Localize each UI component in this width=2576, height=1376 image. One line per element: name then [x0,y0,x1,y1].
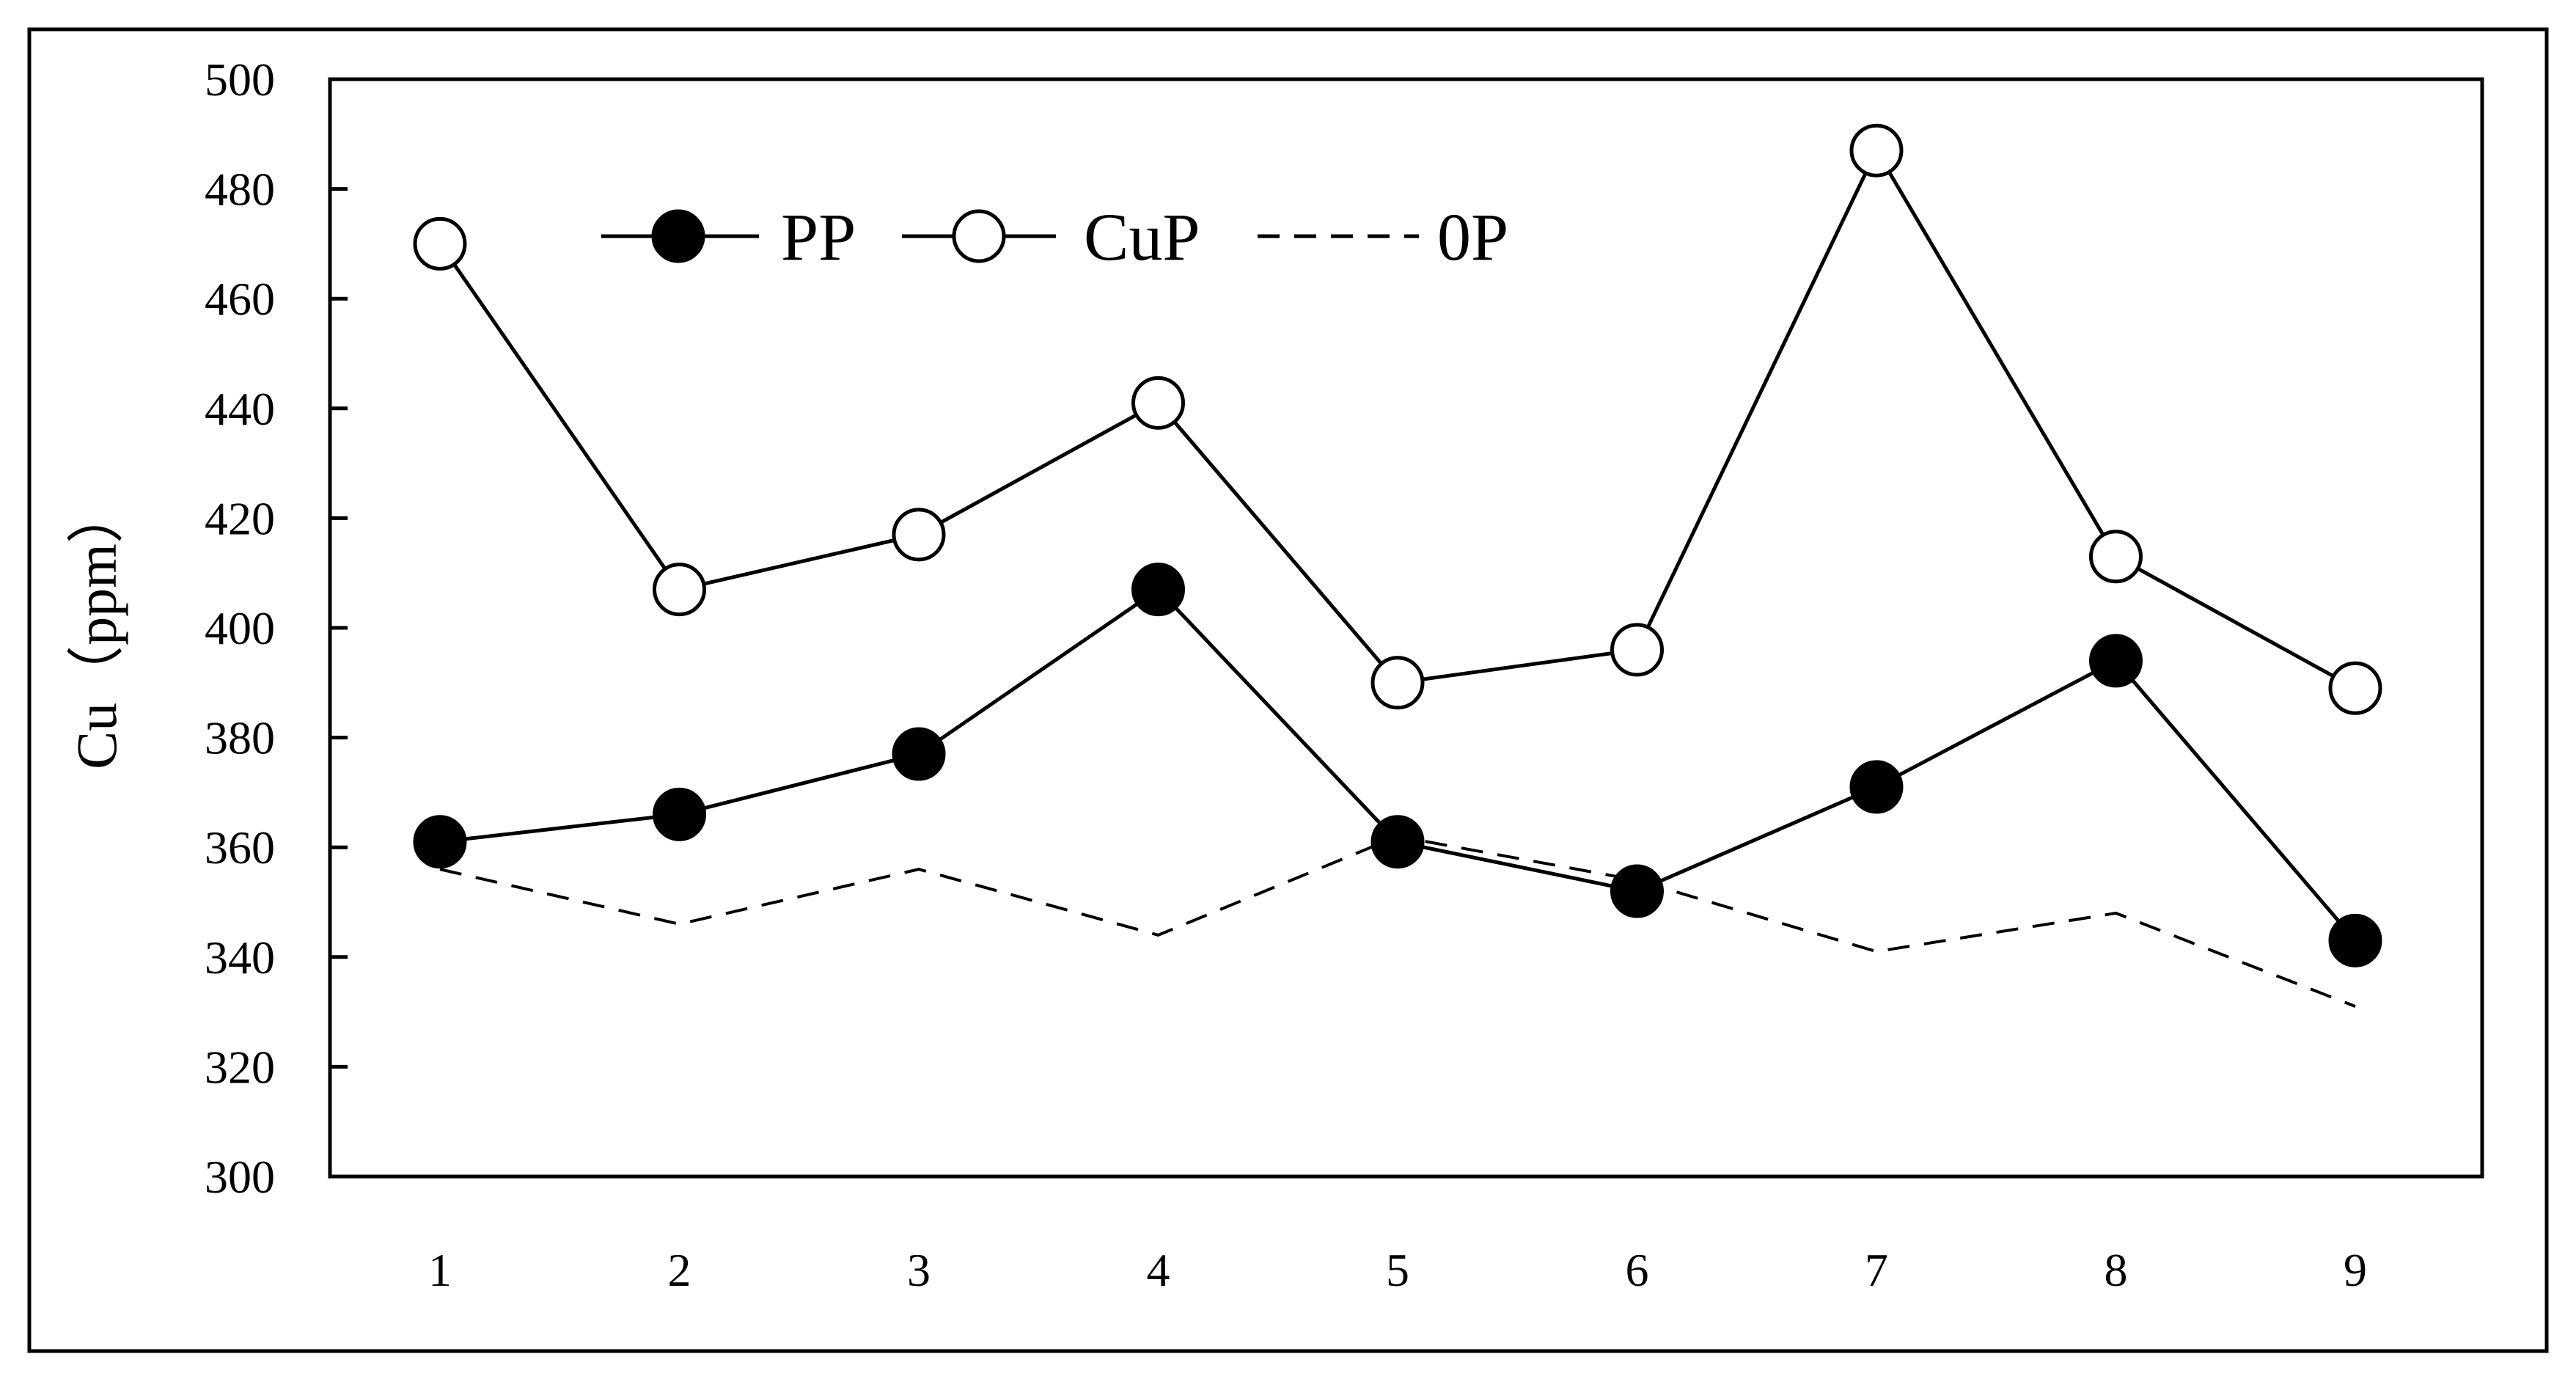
x-tick-label: 5 [1386,1244,1409,1296]
x-tick-label: 4 [1147,1244,1170,1296]
point-pp [1849,760,1904,814]
point-pp [1610,864,1664,918]
y-tick-label: 420 [205,492,275,544]
outer-frame [27,27,2549,1353]
y-tick-label: 440 [205,383,275,435]
y-tick-label: 380 [205,712,275,764]
y-tick-label: 340 [205,932,275,984]
legend-label-0p: 0P [1437,200,1508,274]
point-pp [1131,563,1185,617]
point-cup [1131,376,1185,430]
y-tick-label: 480 [205,164,275,216]
point-cup [892,508,946,562]
legend-label-pp: PP [781,200,856,274]
point-pp [2328,913,2382,967]
legend: PP CuP 0P [601,200,1508,274]
series-markers [413,123,2382,967]
y-tick-label: 360 [205,821,275,874]
y-tick-label: 320 [205,1041,275,1093]
y-axis-ticks: 300 320 340 360 380 400 420 440 460 480 500 [205,54,348,1203]
y-tick-label: 460 [205,273,275,325]
point-cup [1610,623,1664,677]
x-tick-label: 3 [907,1244,931,1296]
x-tick-label: 8 [2105,1244,2128,1296]
legend-label-cup: CuP [1084,200,1200,274]
y-axis-title: Cu（ppm） [65,486,128,769]
legend-marker-pp [651,209,705,263]
point-pp [892,727,946,781]
point-pp [413,815,467,869]
point-pp [2089,634,2143,688]
y-tick-label: 400 [205,602,275,654]
x-tick-label: 6 [1626,1244,1649,1296]
legend-marker-cup [952,209,1006,263]
point-cup [2089,530,2143,584]
point-cup [1370,656,1425,710]
point-cup [1849,123,1904,178]
point-cup [653,563,706,617]
x-tick-label: 7 [1865,1244,1888,1296]
point-cup [413,216,467,271]
point-pp [1370,815,1425,869]
y-tick-label: 500 [205,54,275,106]
x-tick-label: 9 [2344,1244,2367,1296]
x-tick-label: 2 [668,1244,691,1296]
y-tick-label: 300 [205,1151,275,1203]
x-tick-label: 1 [428,1244,452,1296]
point-pp [653,787,706,841]
x-axis-ticks: 1 2 3 4 5 6 7 8 9 [428,1244,2367,1296]
point-cup [2328,661,2382,715]
